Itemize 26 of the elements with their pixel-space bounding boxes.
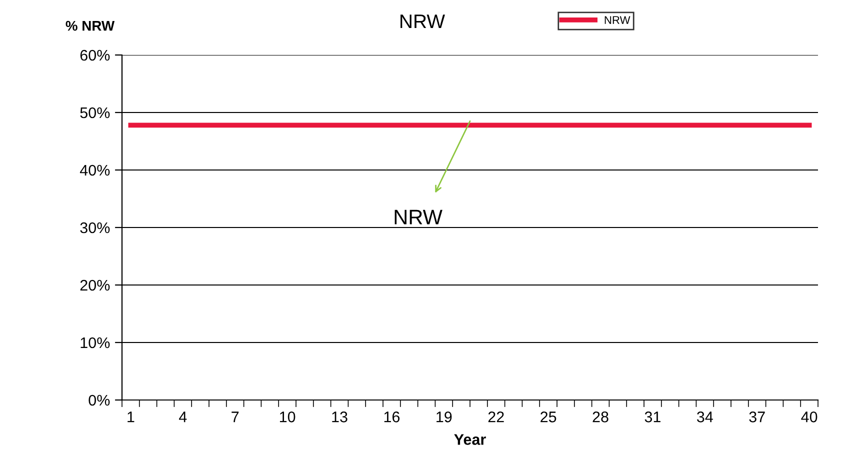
- x-tick-label: 40: [801, 412, 818, 422]
- x-tick-label: 22: [488, 412, 504, 422]
- x-tick-label: 10: [280, 412, 296, 422]
- x-tick-label: 37: [749, 412, 765, 422]
- y-axis-title: % NRW: [66, 20, 115, 31]
- y-tick-label: 60%: [80, 50, 110, 61]
- x-tick-label: 4: [179, 412, 187, 422]
- x-axis-title: Year: [454, 434, 486, 445]
- y-tick-label: 20%: [80, 280, 110, 291]
- y-tick-label: 30%: [80, 222, 110, 234]
- x-tick-label: 13: [332, 412, 348, 422]
- x-tick-label: 1: [128, 412, 134, 422]
- x-tick-label: 7: [232, 412, 239, 422]
- y-tick-label: 0%: [88, 394, 110, 406]
- chart-title: NRW: [400, 14, 445, 28]
- y-tick-label: 10%: [80, 337, 110, 348]
- x-tick-label: 31: [644, 412, 660, 422]
- x-tick-label: 16: [384, 412, 400, 422]
- x-tick-label: 28: [592, 412, 608, 422]
- y-tick-label: 50%: [80, 107, 110, 118]
- x-tick-label: 25: [540, 412, 556, 422]
- legend-label: NRW: [604, 16, 630, 24]
- x-tick-label: 19: [436, 412, 452, 422]
- x-tick-label: 34: [696, 412, 713, 422]
- y-tick-label: 40%: [80, 164, 110, 176]
- annotation: NRW: [394, 210, 442, 224]
